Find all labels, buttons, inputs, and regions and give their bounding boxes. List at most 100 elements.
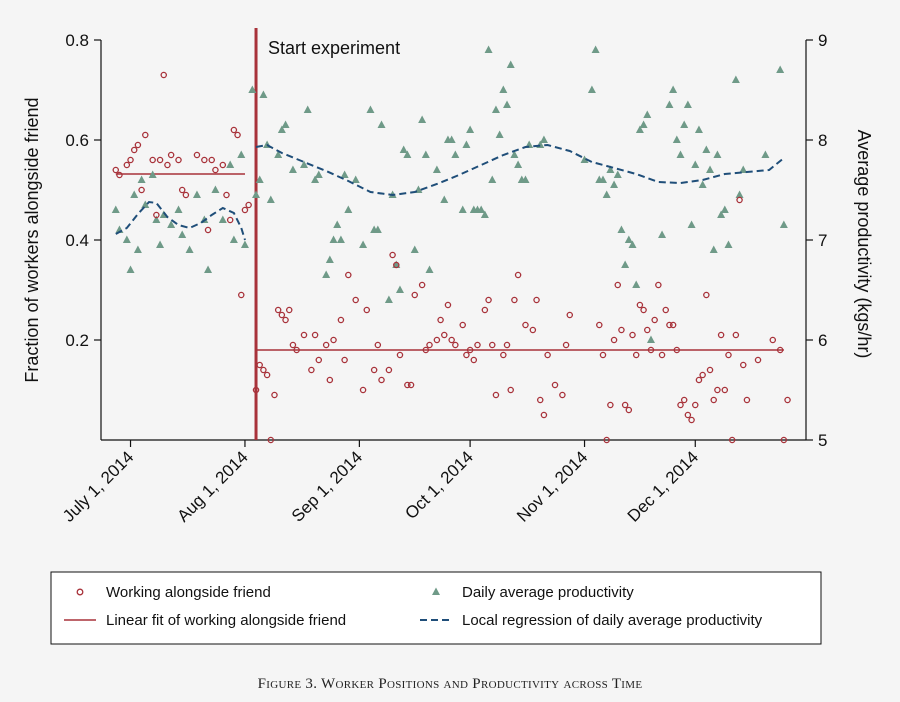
productivity-point (329, 235, 338, 243)
productivity-point (111, 205, 120, 213)
right-y-tick-label: 9 (818, 31, 827, 50)
local-regression-line (255, 143, 785, 197)
productivity-point (252, 190, 261, 198)
friend-point (562, 341, 570, 349)
friend-point (507, 386, 514, 394)
productivity-point (610, 180, 619, 188)
friend-point (743, 396, 751, 404)
friend-point (411, 291, 418, 299)
friend-point (182, 191, 190, 199)
friend-point (363, 306, 371, 314)
friend-point (551, 381, 559, 389)
friend-point (695, 376, 703, 384)
productivity-point (488, 175, 497, 183)
friend-point (607, 401, 614, 409)
productivity-point (174, 205, 183, 213)
friend-point (529, 326, 537, 334)
x-tick-label: Sep 1, 2014 (288, 447, 366, 525)
productivity-point (613, 170, 622, 178)
friend-point (566, 311, 574, 319)
legend-label: Linear fit of working alongside friend (106, 612, 346, 629)
friend-point (223, 191, 230, 199)
friend-point (341, 356, 348, 364)
productivity-point (229, 235, 238, 243)
friend-point (669, 321, 677, 329)
productivity-point (421, 150, 430, 158)
productivity-point (322, 270, 331, 278)
friend-point (511, 296, 518, 304)
x-tick-label: Dec 1, 2014 (624, 447, 702, 525)
friend-point (780, 436, 788, 444)
friend-point (544, 351, 551, 359)
friend-point (688, 416, 695, 424)
friend-point (754, 356, 762, 364)
productivity-point (683, 100, 692, 108)
friend-point (636, 301, 644, 309)
friend-point (784, 396, 791, 404)
productivity-point (458, 205, 467, 213)
productivity-point (277, 125, 286, 133)
productivity-point (639, 120, 648, 128)
friend-point (463, 351, 470, 359)
friend-point (164, 161, 171, 169)
friend-point (444, 301, 452, 309)
productivity-point (340, 170, 349, 178)
productivity-point (602, 190, 611, 198)
friend-point (710, 396, 717, 404)
friend-point (404, 381, 411, 389)
friend-point (644, 326, 651, 334)
x-tick-label: Oct 1, 2014 (401, 447, 477, 523)
productivity-point (739, 165, 748, 173)
productivity-point (259, 90, 268, 98)
productivity-point (477, 205, 486, 213)
productivity-point (148, 170, 157, 178)
friend-point (389, 251, 396, 259)
legend-label: Daily average productivity (462, 584, 634, 601)
friend-point (466, 346, 474, 354)
friend-point (378, 376, 385, 384)
productivity-point (499, 85, 508, 93)
productivity-point (466, 125, 475, 133)
friend-point (596, 321, 603, 329)
productivity-point (274, 150, 283, 158)
friend-point (245, 201, 252, 209)
productivity-point (606, 165, 615, 173)
productivity-point (204, 265, 213, 273)
friend-point (385, 366, 393, 374)
friend-point (559, 391, 566, 399)
productivity-point (395, 285, 404, 293)
friend-point (167, 151, 175, 159)
friend-point (533, 296, 540, 304)
friend-point (241, 206, 249, 214)
friend-point (138, 186, 145, 194)
productivity-point (300, 160, 309, 168)
productivity-point (672, 135, 681, 143)
left-y-tick-label: 0.8 (65, 31, 89, 50)
productivity-point (709, 245, 718, 253)
right-y-tick-label: 5 (818, 431, 827, 450)
friend-point (732, 331, 740, 339)
productivity-point (167, 220, 176, 228)
friend-point (204, 226, 212, 234)
legend-friend-marker (76, 588, 84, 596)
x-tick-label: Nov 1, 2014 (513, 447, 591, 525)
friend-point (540, 411, 548, 419)
friend-point (352, 296, 359, 304)
productivity-point (377, 120, 386, 128)
productivity-point (506, 60, 515, 68)
productivity-point (491, 105, 500, 113)
productivity-point (698, 180, 707, 188)
productivity-point (587, 85, 596, 93)
right-y-tick-label: 7 (818, 231, 827, 250)
productivity-point (366, 105, 375, 113)
productivity-point (779, 220, 788, 228)
x-tick-label: Aug 1, 2014 (174, 447, 252, 525)
friend-point (201, 156, 208, 164)
friend-point (651, 316, 658, 324)
friend-point (219, 161, 227, 169)
left-y-axis-title: Fraction of workers alongside friend (22, 97, 42, 382)
friend-point (267, 436, 275, 444)
friend-point (130, 146, 138, 154)
productivity-point (351, 175, 360, 183)
friend-point (706, 366, 714, 374)
